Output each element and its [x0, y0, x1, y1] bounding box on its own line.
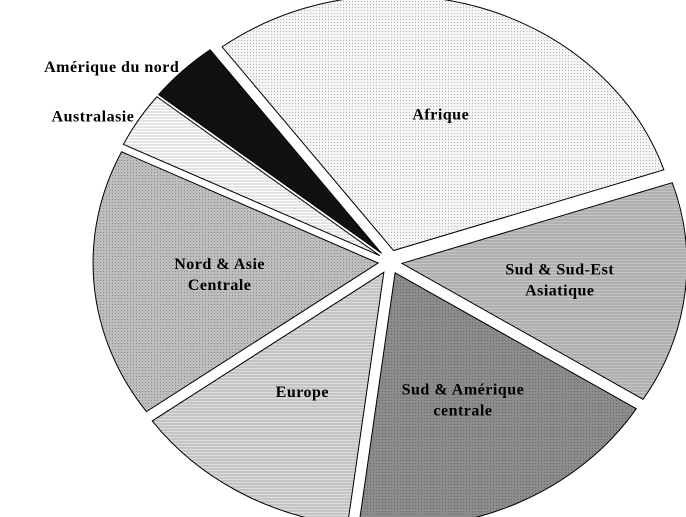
slice-label: Europe	[276, 384, 329, 401]
slice-label: Sud & Amérique centrale	[402, 381, 525, 419]
slice-label: Sud & Sud-Est Asiatique	[505, 261, 614, 299]
slice-label: Nord & Asie Centrale	[174, 256, 265, 294]
slice-label: Afrique	[412, 107, 469, 124]
slice-label: Amérique du nord	[44, 59, 179, 76]
slice-label: Australasie	[52, 109, 135, 126]
